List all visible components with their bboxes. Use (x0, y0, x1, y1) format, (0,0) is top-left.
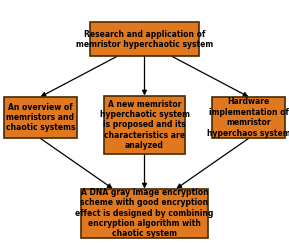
Text: A DNA gray image encryption
scheme with good encryption
effect is designed by co: A DNA gray image encryption scheme with … (75, 188, 214, 238)
FancyBboxPatch shape (90, 22, 199, 56)
Text: Hardware
implementation of
memristor
hyperchaos system: Hardware implementation of memristor hyp… (207, 98, 289, 138)
Text: An overview of
memristors and
chaotic systems: An overview of memristors and chaotic sy… (6, 103, 75, 133)
FancyBboxPatch shape (104, 96, 185, 154)
FancyBboxPatch shape (212, 97, 285, 138)
Text: A new memristor
hyperchaotic system
is proposed and its
characteristics are
anal: A new memristor hyperchaotic system is p… (99, 100, 190, 150)
FancyBboxPatch shape (81, 189, 208, 238)
Text: Research and application of
memristor hyperchaotic system: Research and application of memristor hy… (76, 29, 213, 49)
FancyBboxPatch shape (4, 97, 77, 138)
